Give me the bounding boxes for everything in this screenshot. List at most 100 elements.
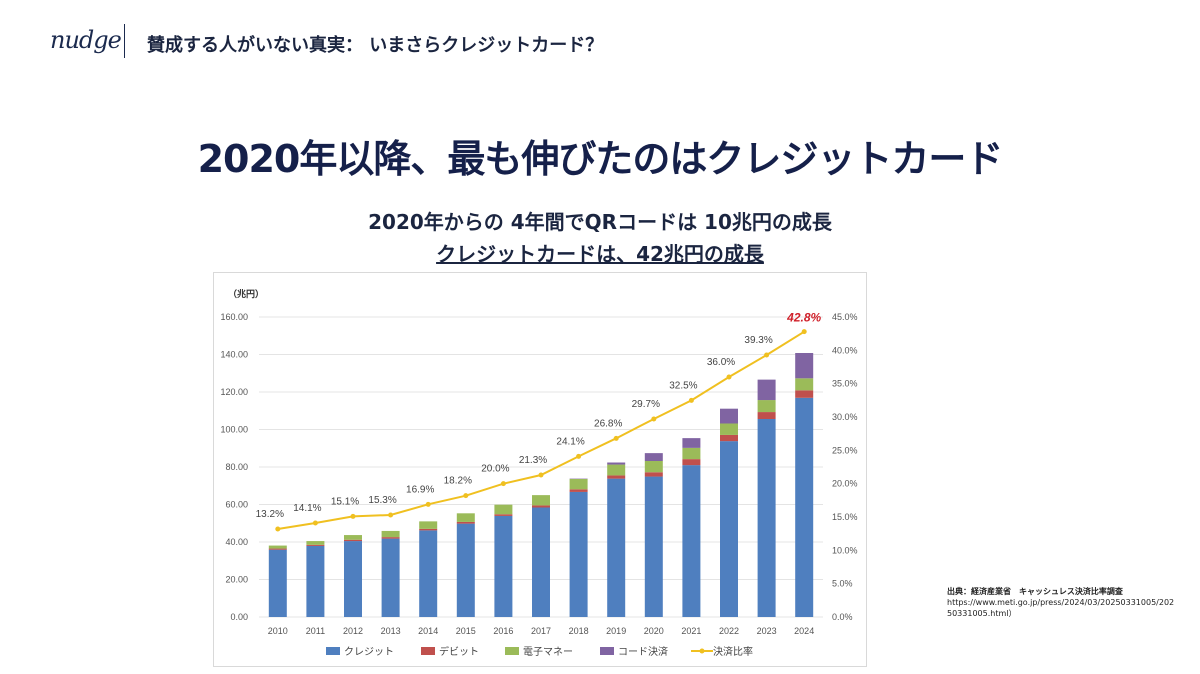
stacked-bar-line-chart: （兆円） 0.00 20.00 40.00 60.00 80.00 100.00 120.00…	[220, 288, 858, 658]
y-tick-label: 160.00	[220, 312, 248, 322]
bar-segment-デビット	[306, 544, 325, 546]
ratio-point	[275, 526, 281, 532]
bar-segment-デビット	[644, 472, 663, 477]
ratio-label: 29.7%	[632, 399, 660, 410]
ratio-point	[350, 513, 356, 519]
y2-tick-label: 25.0%	[832, 445, 858, 455]
bar-segment-電子マネー	[720, 423, 738, 435]
ratio-label: 42.8%	[786, 311, 821, 325]
ratio-label: 15.1%	[331, 496, 359, 507]
bar-segment-デビット	[757, 412, 776, 419]
bar-segment-電子マネー	[644, 461, 663, 473]
x-tick-label: 2024	[794, 626, 814, 636]
bar-segment-デビット	[720, 434, 738, 442]
bar-segment-クレジット	[644, 476, 663, 617]
bar-segment-コード決済	[757, 379, 776, 401]
y2-tick-label: 30.0%	[832, 412, 858, 422]
bar-segment-コード決済	[607, 462, 626, 465]
ratio-point	[764, 352, 770, 358]
legend-label: クレジット	[344, 646, 394, 658]
y-axis-unit: （兆円）	[228, 288, 264, 299]
x-tick-label: 2016	[493, 626, 513, 636]
bar-segment-デビット	[682, 459, 701, 466]
ratio-point	[312, 520, 318, 526]
x-tick-label: 2012	[343, 626, 363, 636]
legend-label: 電子マネー	[523, 646, 573, 658]
legend-swatch	[421, 647, 435, 655]
bar-segment-電子マネー	[306, 541, 325, 545]
ratio-label: 21.3%	[519, 455, 547, 466]
ratio-point	[801, 329, 807, 335]
header-divider	[124, 24, 125, 58]
ratio-point	[538, 472, 544, 478]
x-tick-label: 2019	[606, 626, 626, 636]
x-tick-label: 2013	[381, 626, 401, 636]
bar-segment-電子マネー	[795, 378, 814, 391]
subtitle-credit-text: クレジットカードは、42兆円の成長	[436, 242, 764, 266]
y2-tick-label: 40.0%	[832, 345, 858, 355]
x-tick-label: 2020	[644, 626, 664, 636]
legend-label: デビット	[439, 645, 479, 658]
bar-segment-電子マネー	[344, 535, 362, 540]
ratio-point	[500, 481, 506, 487]
bar-segment-クレジット	[268, 549, 287, 617]
bar-segment-電子マネー	[682, 447, 701, 460]
bar-segment-クレジット	[757, 419, 776, 617]
bar-segment-コード決済	[644, 453, 663, 461]
ratio-label: 18.2%	[444, 476, 472, 487]
ratio-point	[651, 416, 657, 422]
legend-swatch	[600, 647, 614, 655]
subtitle-qr: 2020年からの 4年間でQRコードは 10兆円の成長	[368, 210, 832, 234]
bar-segment-クレジット	[456, 523, 475, 617]
bar-segment-クレジット	[494, 515, 513, 617]
bar-segment-クレジット	[344, 541, 362, 617]
bar-segment-電子マネー	[268, 545, 287, 549]
bar-segment-デビット	[268, 548, 287, 550]
y-tick-label: 60.00	[225, 500, 248, 510]
ratio-label: 39.3%	[744, 335, 772, 346]
x-tick-label: 2015	[456, 626, 476, 636]
ratio-label: 32.5%	[669, 380, 697, 391]
bar-segment-電子マネー	[532, 495, 550, 506]
x-tick-label: 2017	[531, 626, 551, 636]
legend-label: 決済比率	[713, 645, 753, 658]
x-tick-label: 2018	[569, 626, 589, 636]
section-topic: 賛成する人がいない真実： いまさらクレジットカード？	[147, 35, 604, 56]
legend-swatch	[326, 647, 340, 655]
bar-segment-クレジット	[795, 397, 814, 617]
subtitle-credit: クレジットカードは、42兆円の成長	[0, 238, 1200, 267]
y2-tick-label: 20.0%	[832, 479, 858, 489]
bar-segment-クレジット	[569, 491, 588, 617]
bar-segment-電子マネー	[494, 504, 513, 515]
ratio-point	[463, 493, 469, 499]
bar-segment-コード決済	[795, 353, 814, 379]
ratio-label: 20.0%	[481, 464, 509, 475]
bar-segment-電子マネー	[757, 400, 776, 413]
bar-segment-デビット	[381, 537, 400, 539]
ratio-label: 26.8%	[594, 418, 622, 429]
chart-container: （兆円） 0.00 20.00 40.00 60.00 80.00 100.00 120.00…	[213, 272, 867, 667]
y-tick-label: 80.00	[225, 462, 248, 472]
bar-segment-クレジット	[306, 545, 325, 617]
ratio-label: 15.3%	[368, 495, 396, 506]
y-tick-label: 140.00	[220, 350, 248, 360]
bar-segment-電子マネー	[456, 513, 475, 522]
x-tick-label: 2011	[306, 626, 325, 636]
ratio-point	[425, 501, 431, 507]
legend-label: コード決済	[618, 645, 668, 658]
source-url-1: https://www.meti.go.jp/press/2024/03/202…	[947, 598, 1175, 607]
bar-segment-デビット	[344, 539, 362, 542]
x-tick-label: 2022	[719, 626, 739, 636]
y2-tick-label: 10.0%	[832, 545, 858, 555]
source-url-2: 50331005.html）	[947, 609, 1017, 618]
y2-tick-label: 45.0%	[832, 312, 858, 322]
ratio-point	[576, 453, 582, 459]
bar-segment-クレジット	[532, 507, 550, 617]
bar-segment-デビット	[456, 521, 475, 524]
y-tick-label: 120.00	[220, 387, 248, 397]
y-tick-label: 20.00	[225, 575, 248, 585]
bar-segment-コード決済	[682, 438, 701, 448]
bar-segment-デビット	[494, 514, 513, 516]
y2-tick-label: 5.0%	[832, 579, 853, 589]
ratio-label: 24.1%	[556, 436, 584, 447]
